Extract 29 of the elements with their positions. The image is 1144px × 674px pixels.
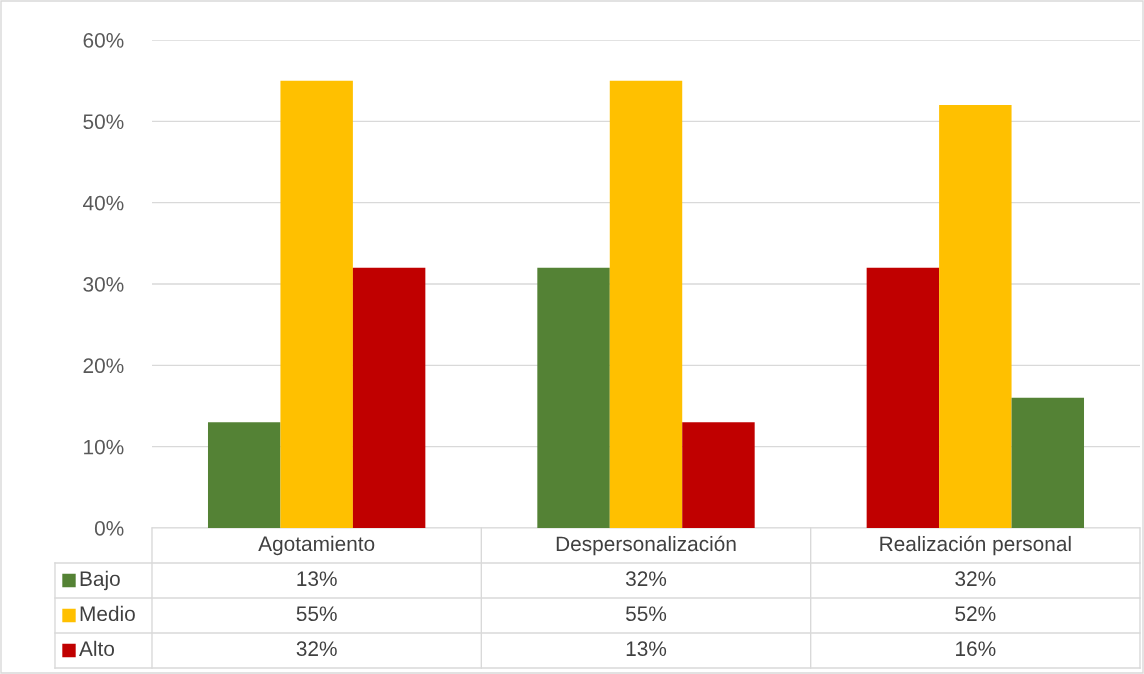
x-tick-label: Realización personal <box>880 535 1071 556</box>
bar <box>352 267 426 528</box>
data-label: 32% <box>625 571 667 587</box>
data-label: 55% <box>296 606 337 622</box>
bar <box>609 80 683 528</box>
bar <box>537 267 610 528</box>
bar <box>207 422 281 528</box>
y-tick-label: 30% <box>83 277 124 292</box>
y-tick-label: 40% <box>83 195 124 211</box>
data-label: 55% <box>625 606 667 622</box>
x-tick-label: Agotamiento <box>258 535 375 556</box>
data-label: 13% <box>297 571 337 587</box>
data-label: 52% <box>955 606 996 622</box>
x-tick-label: Despersonalización <box>556 535 736 556</box>
legend-label: Alto <box>79 640 115 657</box>
data-label: 32% <box>296 641 337 657</box>
legend-label: Bajo <box>80 570 120 591</box>
y-tick-label: 20% <box>83 358 124 374</box>
y-tick-label: 0% <box>94 521 124 536</box>
bar <box>939 105 1012 528</box>
data-label: 13% <box>626 641 667 657</box>
data-label: 16% <box>956 641 996 657</box>
y-tick-label: 10% <box>84 439 124 455</box>
y-tick-label: 50% <box>83 114 124 130</box>
bar <box>682 422 755 528</box>
y-tick-label: 60% <box>83 33 124 48</box>
data-label: 32% <box>955 571 996 587</box>
bar <box>280 80 353 528</box>
legend-label: Medio <box>80 605 135 622</box>
